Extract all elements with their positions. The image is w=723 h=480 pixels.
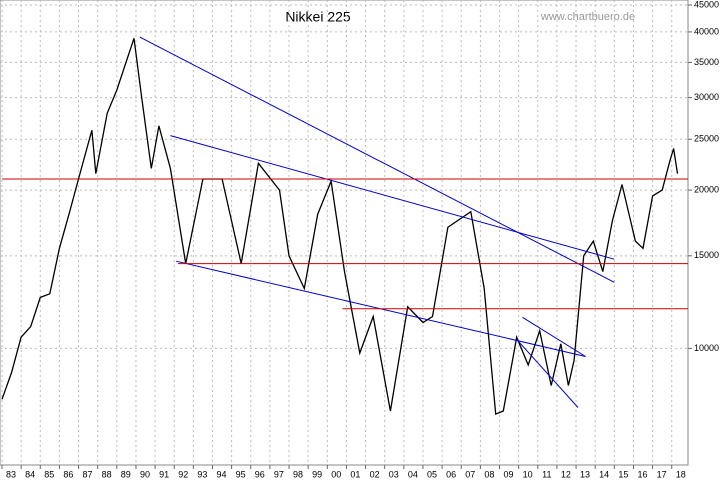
x-tick-label: 87 xyxy=(83,469,93,479)
y-tick-label: 10000 xyxy=(694,343,719,353)
chart-title: Nikkei 225 xyxy=(285,9,351,25)
trend-line xyxy=(522,316,586,357)
y-tick-label: 20000 xyxy=(694,185,719,195)
x-tick-label: 00 xyxy=(331,469,341,479)
y-tick-label: 45000 xyxy=(694,0,719,9)
x-tick-label: 08 xyxy=(484,469,494,479)
x-tick-label: 05 xyxy=(427,469,437,479)
x-tick-label: 92 xyxy=(178,469,188,479)
x-tick-label: 84 xyxy=(25,469,35,479)
y-tick-label: 30000 xyxy=(694,92,719,102)
y-tick-label: 40000 xyxy=(694,26,719,36)
x-tick-label: 04 xyxy=(408,469,418,479)
y-tick-label: 25000 xyxy=(694,134,719,144)
x-tick-label: 11 xyxy=(542,469,551,479)
x-tick-label: 83 xyxy=(6,469,16,479)
x-tick-label: 86 xyxy=(63,469,73,479)
x-tick-label: 91 xyxy=(159,469,169,479)
x-tick-label: 18 xyxy=(676,469,686,479)
trend-line xyxy=(170,135,615,260)
x-tick-label: 96 xyxy=(255,469,265,479)
x-tick-label: 01 xyxy=(350,469,360,479)
x-tick-label: 13 xyxy=(580,469,590,479)
x-tick-label: 90 xyxy=(140,469,150,479)
x-tick-label: 94 xyxy=(216,469,226,479)
x-tick-label: 85 xyxy=(44,469,54,479)
x-tick-label: 12 xyxy=(561,469,571,479)
x-tick-label: 93 xyxy=(197,469,207,479)
x-tick-label: 07 xyxy=(465,469,475,479)
x-tick-label: 88 xyxy=(102,469,112,479)
x-tick-label: 14 xyxy=(599,469,609,479)
x-tick-label: 95 xyxy=(236,469,246,479)
x-tick-label: 09 xyxy=(504,469,514,479)
x-tick-label: 89 xyxy=(121,469,131,479)
trend-line xyxy=(139,36,615,283)
x-tick-label: 10 xyxy=(523,469,533,479)
plot-frame xyxy=(0,0,689,466)
x-tick-label: 16 xyxy=(637,469,647,479)
x-tick-label: 06 xyxy=(446,469,456,479)
y-tick-label: 35000 xyxy=(694,57,719,67)
y-tick-label: 15000 xyxy=(694,250,719,260)
x-tick-label: 17 xyxy=(657,469,667,479)
price-line xyxy=(1,38,679,416)
x-tick-label: 03 xyxy=(389,469,399,479)
x-tick-label: 99 xyxy=(312,469,322,479)
trend-line xyxy=(516,339,579,408)
x-tick-label: 02 xyxy=(370,469,380,479)
watermark: www.chartbuero.de xyxy=(540,11,635,23)
x-tick-label: 98 xyxy=(293,469,303,479)
x-tick-label: 97 xyxy=(274,469,284,479)
x-tick-label: 15 xyxy=(618,469,628,479)
